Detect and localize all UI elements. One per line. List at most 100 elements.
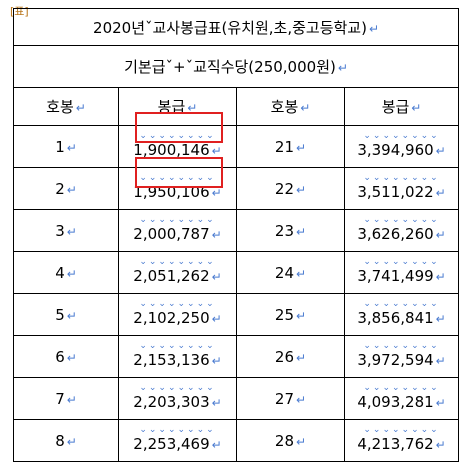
step-cell: 22 ↵	[236, 167, 345, 210]
return-mark: ↵	[211, 312, 222, 326]
highlight-box-row-1	[135, 112, 223, 143]
header-label: 봉급	[157, 98, 186, 116]
step-cell: 26 ↵	[236, 335, 345, 378]
return-mark: ↵	[296, 434, 307, 449]
salary-value: 2,153,136	[133, 351, 210, 369]
salary-value: 1,900,146	[133, 141, 210, 159]
table-row: 2 ↵ ⌄⌄⌄⌄⌄⌄⌄⌄ 1,950,106 ↵ 22 ↵ ⌄⌄⌄⌄⌄⌄⌄⌄ 3,511,022…	[13, 167, 460, 210]
edit-marks: ⌄⌄⌄⌄⌄⌄⌄⌄	[139, 215, 216, 225]
return-mark: ↵	[66, 182, 77, 197]
return-mark: ↵	[368, 21, 380, 36]
step-cell: 27 ↵	[236, 377, 345, 420]
return-mark: ↵	[211, 186, 222, 200]
edit-marks: ⌄⌄⌄⌄⌄⌄⌄⌄	[139, 425, 216, 435]
step-value: 28	[274, 431, 295, 450]
salary-cell: ⌄⌄⌄⌄⌄⌄⌄⌄ 2,153,136 ↵	[118, 335, 237, 378]
step-cell: 6 ↵	[13, 335, 119, 378]
salary-cell: ⌄⌄⌄⌄⌄⌄⌄⌄ 3,394,960 ↵	[343, 125, 460, 168]
salary-cell: ⌄⌄⌄⌄⌄⌄⌄⌄ 3,511,022 ↵	[343, 167, 460, 210]
highlight-box-row-2	[135, 157, 223, 188]
return-mark: ↵	[435, 270, 446, 284]
step-value: 22	[274, 179, 295, 198]
header-salary-b: 봉급 ↵	[343, 87, 460, 126]
edit-marks: ⌄⌄⌄⌄⌄⌄⌄⌄	[363, 215, 440, 225]
table-title: 2020년ˇ교사봉급표(유치원,초,중고등학교)	[93, 18, 367, 37]
return-mark: ↵	[435, 438, 446, 452]
step-cell: 7 ↵	[13, 377, 119, 420]
step-cell: 21 ↵	[236, 125, 345, 168]
return-mark: ↵	[296, 140, 307, 155]
edit-marks: ⌄⌄⌄⌄⌄⌄⌄⌄	[139, 257, 216, 267]
table-row: 8 ↵ ⌄⌄⌄⌄⌄⌄⌄⌄ 2,253,469 ↵ 28 ↵ ⌄⌄⌄⌄⌄⌄⌄⌄ 4,213,762…	[13, 419, 460, 462]
return-mark: ↵	[435, 186, 446, 200]
header-label: 호봉	[270, 98, 299, 116]
edit-marks: ⌄⌄⌄⌄⌄⌄⌄⌄	[139, 299, 216, 309]
edit-marks: ⌄⌄⌄⌄⌄⌄⌄⌄	[363, 131, 440, 141]
step-cell: 4 ↵	[13, 251, 119, 294]
salary-cell: ⌄⌄⌄⌄⌄⌄⌄⌄ 2,102,250 ↵	[118, 293, 237, 336]
return-mark: ↵	[66, 224, 77, 239]
edit-marks: ⌄⌄⌄⌄⌄⌄⌄⌄	[139, 173, 216, 183]
return-mark: ↵	[211, 228, 222, 242]
return-mark: ↵	[435, 144, 446, 158]
return-mark: ↵	[296, 350, 307, 365]
salary-cell: ⌄⌄⌄⌄⌄⌄⌄⌄ 2,253,469 ↵	[118, 419, 237, 462]
return-mark: ↵	[296, 224, 307, 239]
return-mark: ↵	[300, 101, 311, 115]
table-subtitle-cell: 기본급ˇ+ˇ교직수당(250,000원) ↵	[12, 45, 460, 88]
salary-cell: ⌄⌄⌄⌄⌄⌄⌄⌄ 2,203,303 ↵	[118, 377, 237, 420]
step-value: 6	[55, 347, 65, 366]
table-row: 6 ↵ ⌄⌄⌄⌄⌄⌄⌄⌄ 2,153,136 ↵ 26 ↵ ⌄⌄⌄⌄⌄⌄⌄⌄ 3,972,594…	[13, 335, 460, 378]
edit-marks: ⌄⌄⌄⌄⌄⌄⌄⌄	[363, 173, 440, 183]
table-title-cell: 2020년ˇ교사봉급표(유치원,초,중고등학교) ↵	[12, 8, 460, 46]
edit-marks: ⌄⌄⌄⌄⌄⌄⌄⌄	[363, 425, 440, 435]
salary-cell: ⌄⌄⌄⌄⌄⌄⌄⌄ 4,093,281 ↵	[343, 377, 460, 420]
step-value: 27	[274, 389, 295, 408]
step-cell: 28 ↵	[236, 419, 345, 462]
return-mark: ↵	[211, 144, 222, 158]
edit-marks: ⌄⌄⌄⌄⌄⌄⌄⌄	[363, 299, 440, 309]
edit-marks: ⌄⌄⌄⌄⌄⌄⌄⌄	[139, 383, 216, 393]
salary-cell: ⌄⌄⌄⌄⌄⌄⌄⌄ 3,972,594 ↵	[343, 335, 460, 378]
step-value: 1	[55, 137, 65, 156]
return-mark: ↵	[337, 61, 348, 75]
step-cell: 24 ↵	[236, 251, 345, 294]
step-cell: 2 ↵	[13, 167, 119, 210]
step-cell: 8 ↵	[13, 419, 119, 462]
salary-value: 3,394,960	[357, 141, 434, 159]
return-mark: ↵	[66, 140, 77, 155]
step-cell: 5 ↵	[13, 293, 119, 336]
return-mark: ↵	[211, 438, 222, 452]
return-mark: ↵	[435, 312, 446, 326]
return-mark: ↵	[211, 354, 222, 368]
salary-value: 4,093,281	[357, 393, 434, 411]
edit-marks: ⌄⌄⌄⌄⌄⌄⌄⌄	[363, 257, 440, 267]
return-mark: ↵	[66, 392, 77, 407]
salary-value: 3,626,260	[357, 225, 434, 243]
return-mark: ↵	[66, 266, 77, 281]
return-mark: ↵	[435, 354, 446, 368]
return-mark: ↵	[66, 350, 77, 365]
table-row: 5 ↵ ⌄⌄⌄⌄⌄⌄⌄⌄ 2,102,250 ↵ 25 ↵ ⌄⌄⌄⌄⌄⌄⌄⌄ 3,856,841…	[13, 293, 460, 336]
salary-value: 2,000,787	[133, 225, 210, 243]
return-mark: ↵	[187, 101, 198, 115]
table-row: 7 ↵ ⌄⌄⌄⌄⌄⌄⌄⌄ 2,203,303 ↵ 27 ↵ ⌄⌄⌄⌄⌄⌄⌄⌄ 4,093,281…	[13, 377, 460, 420]
step-value: 23	[274, 221, 295, 240]
return-mark: ↵	[296, 392, 307, 407]
salary-cell: ⌄⌄⌄⌄⌄⌄⌄⌄ 2,000,787 ↵	[118, 209, 237, 252]
salary-value: 2,203,303	[133, 393, 210, 411]
salary-value: 3,511,022	[357, 183, 434, 201]
salary-value: 4,213,762	[357, 435, 434, 453]
table-subtitle: 기본급ˇ+ˇ교직수당(250,000원)	[124, 58, 336, 76]
header-step-b: 호봉 ↵	[236, 87, 345, 126]
step-value: 21	[274, 137, 295, 156]
return-mark: ↵	[75, 101, 86, 115]
step-value: 7	[55, 389, 65, 408]
salary-value: 2,102,250	[133, 309, 210, 327]
salary-cell: ⌄⌄⌄⌄⌄⌄⌄⌄ 2,051,262 ↵	[118, 251, 237, 294]
edit-marks: ⌄⌄⌄⌄⌄⌄⌄⌄	[139, 131, 216, 141]
step-value: 5	[55, 305, 65, 324]
salary-cell: ⌄⌄⌄⌄⌄⌄⌄⌄ 3,856,841 ↵	[343, 293, 460, 336]
step-cell: 23 ↵	[236, 209, 345, 252]
return-mark: ↵	[211, 396, 222, 410]
